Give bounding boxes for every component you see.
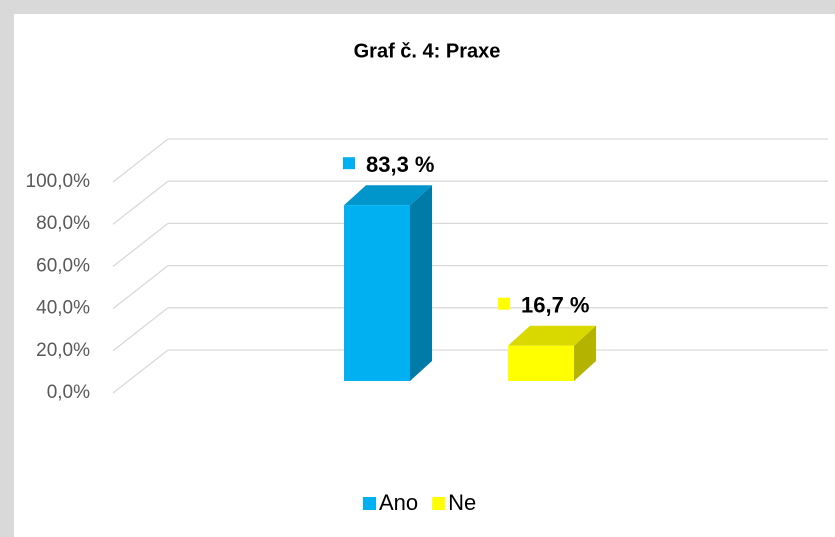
bar-top	[508, 325, 596, 346]
chart-title: Graf č. 4: Praxe	[354, 40, 501, 62]
bar	[508, 345, 574, 381]
legend-label: Ne	[448, 490, 476, 515]
data-label: 83,3 %	[366, 152, 435, 177]
grid-line	[112, 307, 169, 352]
label-key	[498, 297, 510, 310]
label-key	[343, 157, 355, 170]
y-tick-label: 60,0%	[36, 255, 90, 276]
bar-side	[574, 325, 596, 381]
y-tick-label: 0,0%	[47, 382, 90, 403]
bar-side	[410, 185, 432, 381]
legend-key	[432, 497, 446, 510]
bar	[344, 205, 410, 381]
grid-line	[112, 138, 169, 183]
y-tick-label: 40,0%	[36, 298, 90, 319]
y-tick-label: 100,0%	[26, 171, 91, 192]
bar-top	[344, 185, 432, 206]
y-tick-label: 80,0%	[36, 213, 90, 234]
y-tick-label: 20,0%	[36, 340, 90, 361]
grid-line	[112, 222, 169, 267]
legend-label: Ano	[379, 490, 418, 515]
data-label: 16,7 %	[521, 293, 590, 318]
grid-line	[112, 349, 169, 394]
grid-line	[112, 180, 169, 225]
grid-line	[112, 265, 169, 310]
legend-key	[363, 497, 376, 510]
